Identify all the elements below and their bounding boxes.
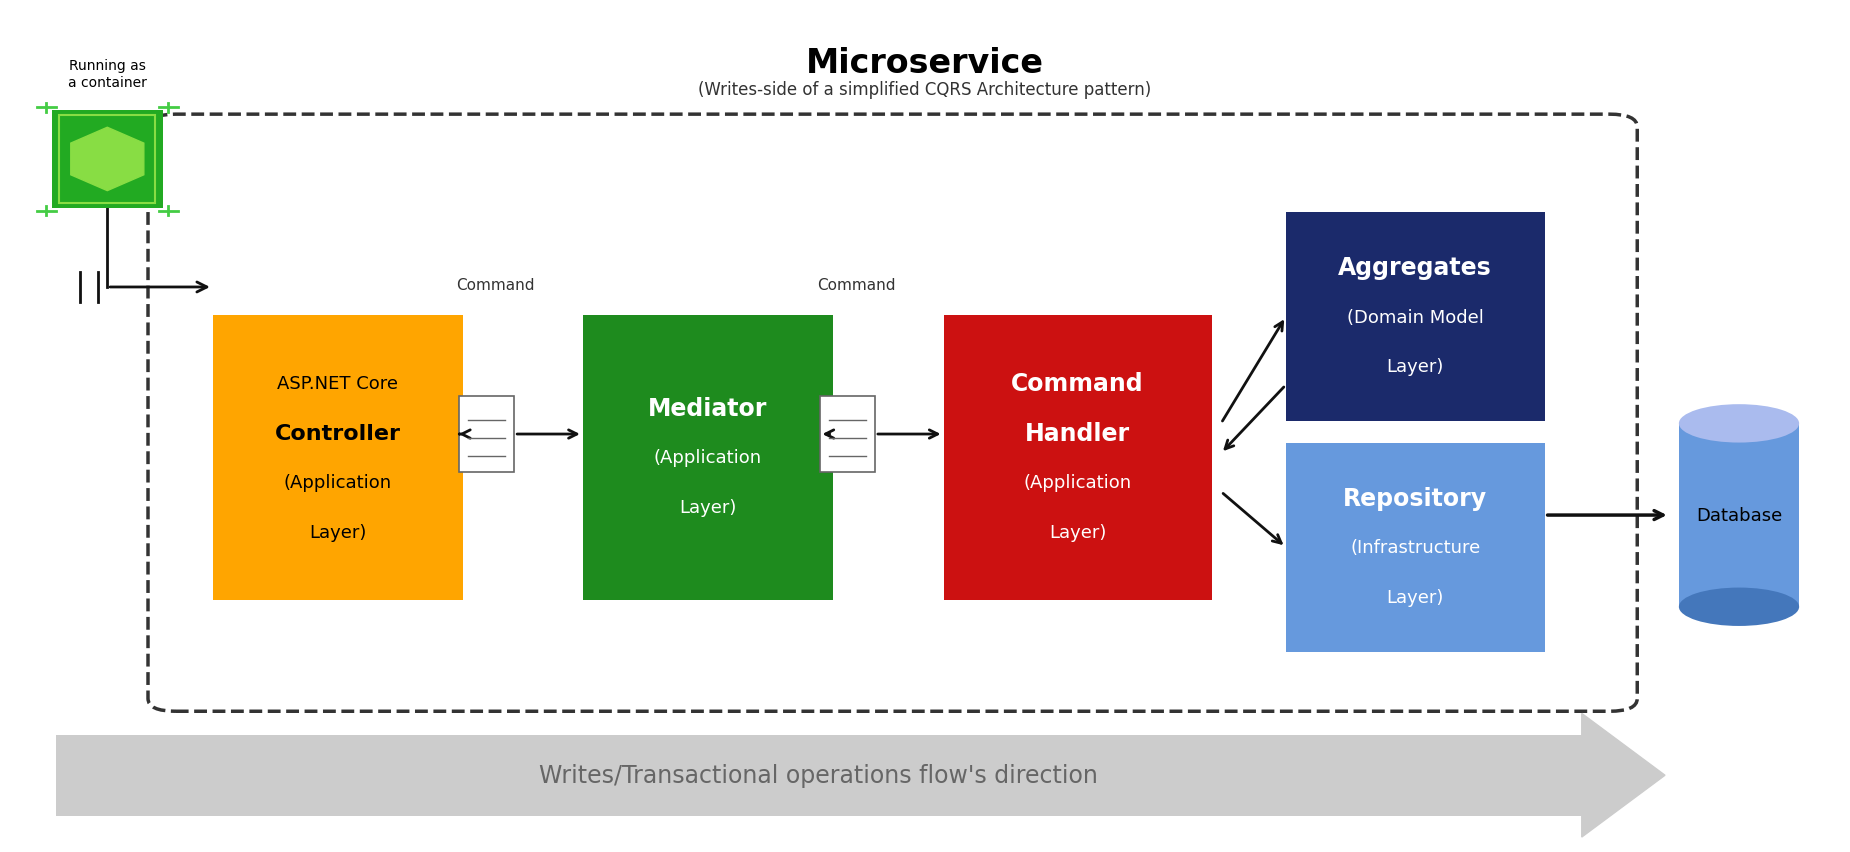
Text: Layer): Layer)	[679, 498, 736, 516]
FancyBboxPatch shape	[52, 111, 163, 209]
Text: Layer): Layer)	[309, 523, 366, 541]
FancyBboxPatch shape	[944, 315, 1212, 601]
Text: Layer): Layer)	[1386, 588, 1445, 606]
Ellipse shape	[1680, 405, 1798, 443]
Text: Layer): Layer)	[1386, 358, 1445, 376]
Text: ASP.NET Core: ASP.NET Core	[278, 375, 398, 393]
Ellipse shape	[1680, 588, 1798, 626]
Text: Repository: Repository	[1343, 486, 1487, 510]
Text: Aggregates: Aggregates	[1338, 256, 1493, 280]
Text: (Application: (Application	[1023, 474, 1132, 492]
Text: Layer): Layer)	[1049, 523, 1106, 541]
Text: (Writes-side of a simplified CQRS Architecture pattern): (Writes-side of a simplified CQRS Archit…	[699, 80, 1151, 99]
FancyBboxPatch shape	[213, 315, 462, 601]
FancyBboxPatch shape	[583, 315, 832, 601]
Text: Running as
a container: Running as a container	[68, 60, 146, 89]
Text: Command: Command	[1012, 371, 1143, 396]
Text: Handler: Handler	[1025, 421, 1130, 446]
FancyBboxPatch shape	[1286, 213, 1545, 422]
Text: (Infrastructure: (Infrastructure	[1350, 538, 1480, 556]
Text: (Application: (Application	[283, 474, 392, 492]
FancyBboxPatch shape	[459, 396, 514, 473]
Polygon shape	[70, 128, 144, 192]
Text: Controller: Controller	[274, 423, 401, 443]
Text: Command: Command	[457, 278, 535, 293]
Polygon shape	[1582, 714, 1665, 837]
Text: (Domain Model: (Domain Model	[1347, 308, 1484, 326]
FancyBboxPatch shape	[1680, 423, 1798, 607]
Text: (Application: (Application	[653, 449, 762, 467]
FancyBboxPatch shape	[820, 396, 875, 473]
Text: Writes/Transactional operations flow's direction: Writes/Transactional operations flow's d…	[538, 763, 1099, 787]
Text: Mediator: Mediator	[648, 396, 768, 421]
FancyBboxPatch shape	[56, 734, 1582, 816]
Text: Command: Command	[818, 278, 895, 293]
Text: Microservice: Microservice	[807, 48, 1043, 80]
Text: Database: Database	[1696, 506, 1782, 525]
FancyBboxPatch shape	[1286, 443, 1545, 652]
